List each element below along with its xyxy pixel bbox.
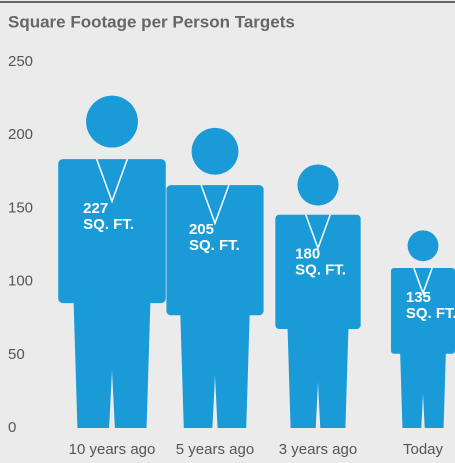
person-figure [58,95,166,428]
collar [200,184,230,226]
value-label: 135 SQ. FT. [406,289,455,322]
head [191,127,239,175]
head [86,95,138,148]
torso [58,159,166,304]
value-label: 180 SQ. FT. [295,245,346,278]
y-tick-label: 250 [8,53,33,70]
value-label: 205 SQ. FT. [189,221,240,254]
x-tick-label: 5 years ago [176,441,254,458]
person-figure [275,164,361,428]
head [297,164,339,206]
y-tick-label: 200 [8,126,33,143]
collar [95,158,129,204]
collar [413,267,433,296]
legs [180,313,250,428]
chart-title: Square Footage per Person Targets [8,12,295,31]
y-tick-label: 100 [8,273,33,290]
person-figure [391,230,455,428]
person-figure [166,127,264,428]
x-tick-label: 3 years ago [279,441,357,458]
y-tick-label: 0 [8,419,16,436]
y-tick-label: 50 [8,346,25,363]
x-tick-label: Today [403,441,444,458]
x-tick-label: 10 years ago [69,441,156,458]
torso [275,214,361,329]
torso [391,268,455,354]
legs [73,301,151,428]
value-label: 227 SQ. FT. [83,200,134,233]
legs [287,327,349,428]
legs [400,352,446,428]
head [407,230,439,262]
collar [305,214,331,251]
y-tick-label: 150 [8,199,33,216]
torso [166,185,264,316]
